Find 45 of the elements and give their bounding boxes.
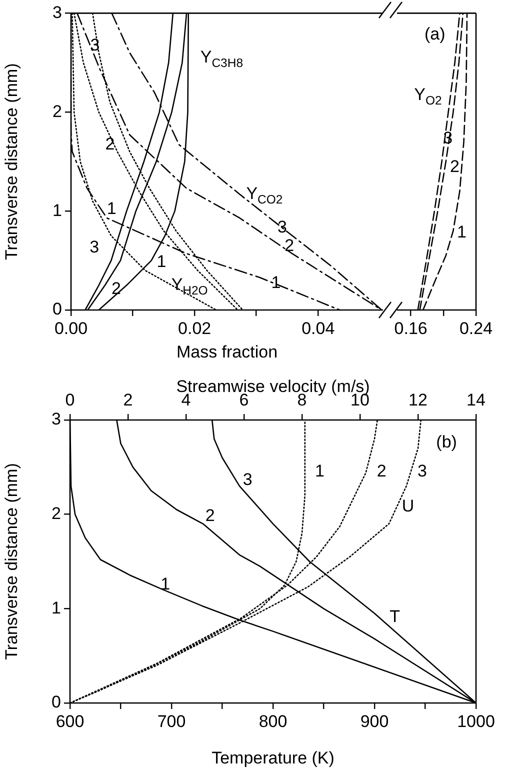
x-tick-label: 700 (157, 712, 186, 731)
x-tick-label: 1000 (457, 712, 495, 731)
annotation: 3 (417, 461, 427, 480)
annotation: 3 (277, 217, 287, 236)
annotation: 2 (205, 506, 215, 525)
x2-tick-label: 14 (466, 390, 486, 410)
annotation: 1 (160, 574, 170, 594)
x-tick-label: 0.04 (302, 318, 335, 338)
x-axis-title: Temperature (K) (212, 748, 334, 768)
x2-tick-label: 2 (123, 390, 133, 410)
x-tick-label: 0.00 (54, 318, 88, 338)
annotation: 1 (106, 198, 116, 218)
annotation: (a) (424, 24, 446, 44)
y-tick-label: 2 (52, 504, 61, 524)
y-tick-label: 1 (52, 598, 61, 618)
annotation: 1 (156, 252, 166, 272)
x2-tick-label: 0 (65, 390, 75, 410)
y-axis-title: Transverse distance (mm) (2, 63, 21, 260)
y-tick-label: 0 (52, 300, 62, 319)
annotation: 3 (90, 237, 100, 256)
x2-tick-label: 12 (408, 390, 428, 410)
annotation: T (390, 606, 400, 626)
annotation: 2 (284, 236, 294, 255)
y-tick-label: 3 (52, 2, 62, 22)
x-tick-label: 900 (360, 712, 389, 731)
y-tick-label: 2 (52, 102, 62, 121)
x-tick-label: 800 (258, 712, 288, 731)
annotation: 2 (105, 134, 115, 154)
x-tick-label: 0.02 (178, 318, 212, 338)
x-tick-label: 600 (56, 712, 84, 731)
y-axis-title: Transverse distance (mm) (2, 463, 21, 660)
annotation: U (402, 496, 414, 516)
annotation: 2 (112, 278, 121, 298)
x-tick-label: 0.24 (459, 318, 493, 338)
annotation: 2 (450, 157, 460, 176)
annotation: 3 (242, 470, 252, 489)
annotation: (b) (436, 432, 457, 452)
annotation: 2 (376, 461, 386, 480)
x-tick-label: 0.16 (394, 318, 428, 338)
annotation: 1 (314, 461, 324, 480)
y-tick-label: 3 (52, 410, 61, 429)
y-tick-label: 1 (52, 200, 62, 220)
y-tick-label: 0 (52, 692, 61, 712)
x-axis-title: Mass fraction (176, 342, 278, 362)
annotation: 1 (457, 222, 467, 242)
